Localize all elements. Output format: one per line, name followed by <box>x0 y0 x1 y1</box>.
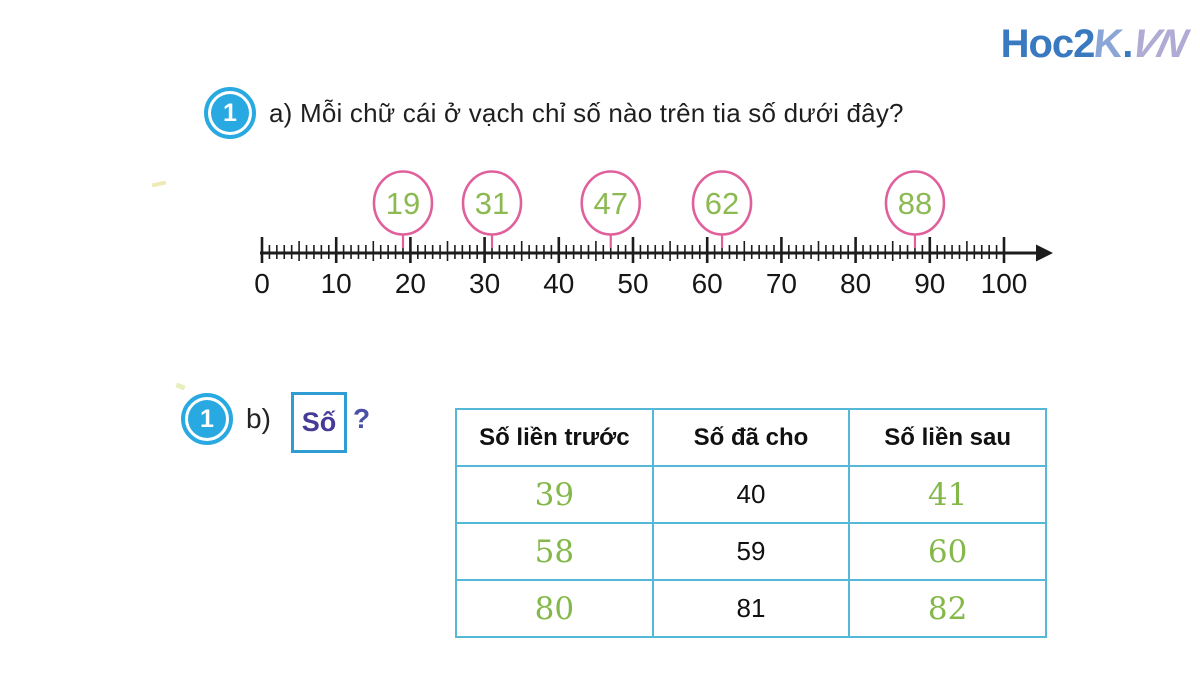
number-neighbors-table: Số liền trước Số đã cho Số liền sau 39 4… <box>455 408 1047 638</box>
col-header-given: Số đã cho <box>651 408 851 467</box>
tick-label-0: 0 <box>254 268 270 299</box>
tick-label-50: 50 <box>617 268 648 299</box>
exercise-b-prefix: b) <box>246 403 271 434</box>
tick-label-20: 20 <box>395 268 426 299</box>
scan-artifact <box>175 382 186 391</box>
so-box: Số <box>291 392 347 453</box>
cell-next: 41 <box>848 465 1047 524</box>
marker-circle-47 <box>580 170 642 236</box>
marker-circle-31 <box>461 170 523 236</box>
number-line: 0 10 20 30 40 50 60 70 80 90 100 19 31 47 62 88 <box>230 160 1070 310</box>
cell-given: 59 <box>651 522 851 581</box>
exercise-a-question-text: Mỗi chữ cái ở vạch chỉ số nào trên tia s… <box>299 97 904 128</box>
cell-given: 81 <box>651 579 851 638</box>
tick-label-70: 70 <box>766 268 797 299</box>
tick-label-40: 40 <box>543 268 574 299</box>
cell-next: 60 <box>848 522 1047 581</box>
exercise-a-prefix: a) <box>269 97 293 128</box>
hoc2k-logo: Hoc2K.VN <box>1000 22 1192 67</box>
marker-value-62: 62 <box>705 186 739 221</box>
marker-value-47: 47 <box>593 186 627 221</box>
tick-label-10: 10 <box>321 268 352 299</box>
table-row: 58 59 60 <box>455 522 1047 581</box>
number-line-arrowhead <box>1036 244 1053 262</box>
so-box-label: Số <box>301 407 337 437</box>
cell-prev: 39 <box>455 465 654 524</box>
tick-label-80: 80 <box>840 268 871 299</box>
table-row: 39 40 41 <box>455 465 1047 524</box>
logo-text-dot: . <box>1122 22 1133 66</box>
col-header-next: Số liền sau <box>848 408 1047 467</box>
tick-label-30: 30 <box>469 268 500 299</box>
col-header-prev: Số liền trước <box>455 408 654 467</box>
exercise-a-question: a) Mỗi chữ cái ở vạch chỉ số nào trên ti… <box>269 98 904 129</box>
marker-value-88: 88 <box>898 186 932 221</box>
exercise-1b-badge-number: 1 <box>188 400 226 438</box>
exercise-1b-badge: 1 <box>181 393 233 445</box>
tick-label-100: 100 <box>981 268 1028 299</box>
marker-circle-62 <box>691 170 753 236</box>
marker-value-19: 19 <box>386 186 420 221</box>
marker-circle-19 <box>372 170 434 236</box>
exercise-1-badge-number: 1 <box>211 94 249 132</box>
cell-given: 40 <box>651 465 851 524</box>
marker-circle-88 <box>884 170 946 236</box>
table-row: 80 81 82 <box>455 579 1047 638</box>
exercise-a-header: 1 a) Mỗi chữ cái ở vạch chỉ số nào trên … <box>204 87 904 139</box>
marker-value-31: 31 <box>475 186 509 221</box>
cell-prev: 58 <box>455 522 654 581</box>
exercise-1-badge: 1 <box>204 87 256 139</box>
tick-label-90: 90 <box>914 268 945 299</box>
number-line-svg: 0 10 20 30 40 50 60 70 80 90 100 19 31 47 62 88 <box>254 170 1053 299</box>
question-mark: ? <box>353 403 371 434</box>
cell-prev: 80 <box>455 579 654 638</box>
tick-label-60: 60 <box>692 268 723 299</box>
table-header-row: Số liền trước Số đã cho Số liền sau <box>455 408 1047 467</box>
logo-text-vn: VN <box>1127 22 1192 66</box>
cell-next: 82 <box>848 579 1047 638</box>
logo-text-k: K <box>1092 22 1125 66</box>
logo-text-hoc2: Hoc2 <box>1000 22 1096 66</box>
scan-artifact <box>151 180 167 188</box>
